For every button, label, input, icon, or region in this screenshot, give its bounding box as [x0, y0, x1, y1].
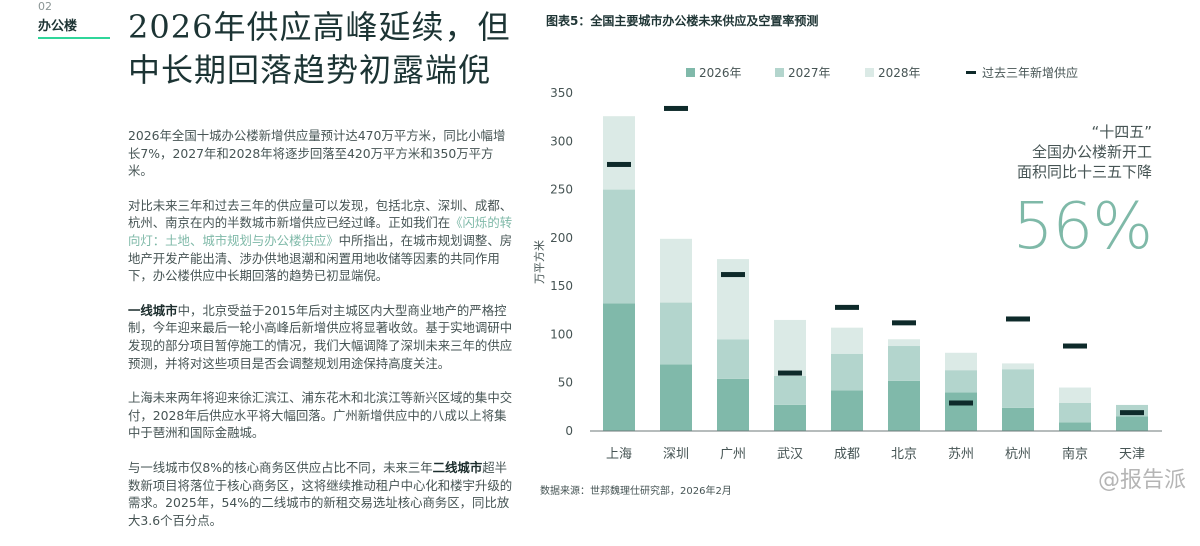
past-supply-marker — [1063, 343, 1087, 349]
paragraph-4: 上海未来两年将迎来徐汇滨江、浦东花木和北滨江等新兴区域的集中交付，2028年后供… — [128, 390, 513, 441]
bar-2026年 — [888, 380, 920, 431]
past-supply-marker — [892, 320, 916, 326]
past-supply-marker — [835, 304, 859, 310]
bar-2027年 — [717, 339, 749, 379]
y-tick-label: 0 — [565, 424, 573, 438]
x-tick-label: 深圳 — [663, 447, 689, 462]
x-tick-label: 杭州 — [1005, 447, 1031, 462]
paragraph-1: 2026年全国十城办公楼新增供应量预计达470万平方米，同比小幅增长7%，202… — [128, 128, 506, 179]
x-tick-label: 南京 — [1062, 446, 1088, 462]
legend-swatch — [686, 68, 695, 77]
legend-label: 2028年 — [878, 66, 921, 80]
p3-text: 中，北京受益于2015年后对主城区内大型商业地产的严格控制，今年迎来最后一轮小高… — [128, 302, 513, 371]
past-supply-marker — [778, 370, 802, 376]
x-tick-label: 北京 — [891, 447, 917, 462]
y-axis-label: 万平方米 — [532, 240, 546, 284]
x-tick-label: 武汉 — [777, 447, 803, 462]
section-underline — [38, 37, 110, 39]
past-supply-marker — [949, 400, 973, 406]
bar-2027年 — [945, 370, 977, 393]
y-tick-label: 100 — [550, 327, 573, 341]
legend-2026: 2026年 — [686, 64, 742, 81]
paragraph-2: 对比未来三年和过去三年的供应量可以发现，包括北京、深圳、成都、杭州、南京在内的半… — [128, 197, 513, 285]
y-tick-label: 150 — [550, 279, 573, 293]
bar-2026年 — [717, 378, 749, 431]
watermark: @报告派 — [1097, 468, 1186, 493]
past-supply-marker — [664, 105, 688, 111]
bar-2026年 — [660, 364, 692, 431]
legend-label: 2026年 — [699, 66, 742, 80]
bar-2028年 — [660, 238, 692, 303]
x-tick-label: 成都 — [834, 447, 860, 462]
p2-text-a: 对比未来三年和过去三年的供应量可以发现，包括北京、深圳、成都、杭州、南京在内的半… — [128, 197, 513, 231]
paragraph-3: 一线城市中，北京受益于2015年后对主城区内大型商业地产的严格控制，今年迎来最后… — [128, 302, 513, 372]
y-tick-label: 350 — [550, 86, 573, 100]
past-supply-marker — [607, 161, 631, 167]
y-tick-label: 200 — [550, 231, 573, 245]
bar-2026年 — [1116, 416, 1148, 431]
p5-bold: 二线城市 — [432, 459, 483, 475]
section-name: 办公楼 — [38, 19, 78, 34]
source-note: 数据来源：世邦魏理仕研究部，2026年2月 — [540, 486, 732, 497]
y-tick-label: 250 — [550, 183, 573, 197]
legend-swatch — [865, 68, 874, 77]
p5-text-a: 与一线城市仅8%的核心商务区供应占比不同，未来三年 — [128, 459, 433, 475]
y-tick-label: 50 — [558, 376, 573, 390]
bar-2027年 — [660, 302, 692, 365]
bar-2026年 — [603, 303, 635, 431]
page-title: 2026年供应高峰延续，但 中长期回落趋势初露端倪 — [128, 6, 510, 92]
bar-2026年 — [945, 392, 977, 431]
bar-2027年 — [888, 346, 920, 381]
legend-label: 2027年 — [788, 66, 831, 80]
section-number: 02 — [38, 0, 52, 13]
annotation-line-3: 面积同比十三五下降 — [1016, 163, 1152, 181]
bar-2027年 — [1002, 369, 1034, 408]
p3-bold: 一线城市 — [128, 302, 178, 318]
bar-2027年 — [1059, 402, 1091, 423]
legend-2028: 2028年 — [865, 64, 921, 81]
x-tick-label: 天津 — [1119, 447, 1145, 462]
report-link[interactable]: 《闪烁的转向灯：土地、城市规划与办公楼供应》 — [128, 215, 513, 248]
bar-2028年 — [1059, 387, 1091, 403]
y-tick-label: 300 — [550, 134, 573, 148]
bar-2028年 — [774, 319, 806, 376]
bar-2026年 — [774, 404, 806, 431]
x-tick-label: 上海 — [606, 447, 632, 462]
annotation-value: 56% — [1012, 190, 1153, 264]
legend-past: 过去三年新增供应 — [966, 64, 1078, 81]
legend-label: 过去三年新增供应 — [982, 66, 1079, 80]
title-line-1: 2026年供应高峰延续，但 — [128, 8, 511, 46]
bar-2028年 — [1002, 363, 1034, 370]
bar-2026年 — [1059, 422, 1091, 431]
bar-2027年 — [603, 189, 635, 304]
past-supply-marker — [721, 272, 745, 278]
bar-2026年 — [831, 390, 863, 431]
chart-title: 图表5：全国主要城市办公楼未来供应及空置率预测 — [546, 14, 819, 28]
past-supply-marker — [1006, 316, 1030, 322]
bar-2027年 — [831, 353, 863, 391]
legend-swatch — [775, 68, 784, 77]
bar-2028年 — [831, 327, 863, 354]
legend-dash — [966, 71, 976, 74]
legend-2027: 2027年 — [775, 64, 831, 81]
title-line-2: 中长期回落趋势初露端倪 — [128, 51, 492, 89]
annotation-line-1: “十四五” — [1091, 123, 1152, 141]
bar-2028年 — [888, 339, 920, 347]
annotation-line-2: 全国办公楼新开工 — [1031, 143, 1152, 161]
x-tick-label: 广州 — [720, 447, 746, 462]
bar-2028年 — [945, 352, 977, 371]
bar-2027年 — [774, 375, 806, 405]
annotation: “十四五” 全国办公楼新开工 面积同比十三五下降 — [1017, 122, 1152, 182]
p2-text-b: 中所指出，在城市规划调整、房地产开发产能出清、涉办供地退潮和闲置用地收储等因素的… — [128, 232, 513, 284]
x-tick-label: 苏州 — [948, 446, 974, 462]
bar-2028年 — [603, 116, 635, 190]
bar-2028年 — [717, 259, 749, 340]
past-supply-marker — [1120, 410, 1144, 416]
bar-2026年 — [1002, 407, 1034, 431]
